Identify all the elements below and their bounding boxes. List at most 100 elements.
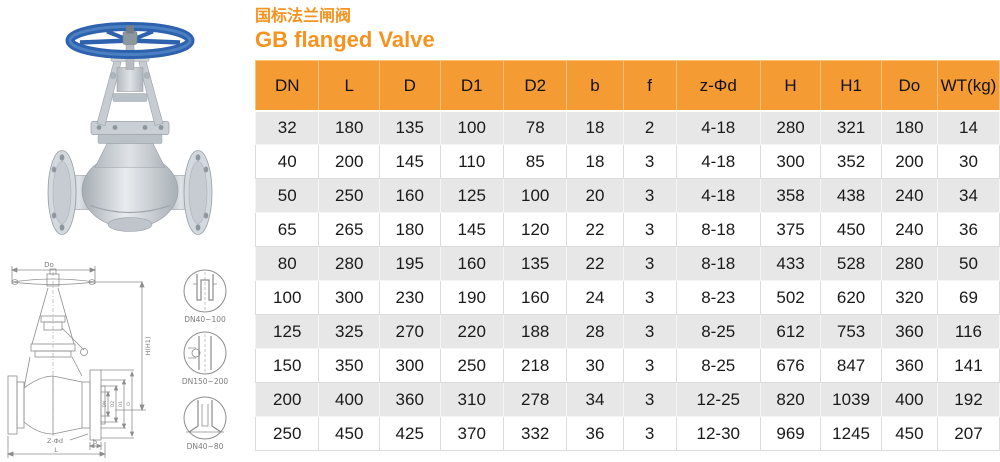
spec-table-body: 32 180 135 100 78 18 2 4-18 280 321 180 14 40 200 145 1…: [254, 110, 1000, 452]
table-cell: 320: [880, 280, 938, 316]
table-cell: 34: [936, 178, 1000, 214]
detail-label-2: DN150~200: [182, 377, 229, 386]
dim-label-l: L: [54, 446, 58, 454]
table-cell: 3: [622, 348, 677, 384]
valve-photo: [25, 4, 235, 252]
table-cell: 969: [759, 416, 822, 452]
table-cell: 135: [378, 110, 441, 146]
gate-valve-photo-graphic: [47, 22, 213, 235]
column-header: DN: [254, 60, 320, 112]
table-cell: 12-25: [675, 382, 761, 418]
table-cell: 250: [439, 348, 504, 384]
table-cell: 200: [318, 144, 380, 180]
table-cell: 135: [502, 246, 568, 282]
table-cell: 14: [936, 110, 1000, 146]
table-cell: 22: [566, 212, 624, 248]
table-cell: 425: [378, 416, 441, 452]
table-cell: 50: [936, 246, 1000, 282]
spec-table: DN L D D1 D2 b f z-Φd H H1 Do WT(kg) 32 180 135 100 78 1…: [254, 60, 1000, 452]
table-cell: 220: [439, 314, 504, 350]
valve-neck: [94, 143, 166, 168]
table-row: 250 450 425 370 332 36 3 12-30 969 1245 450 207: [254, 416, 1000, 452]
dim-label-h: H(H1): [144, 337, 152, 356]
table-cell: 300: [759, 144, 822, 180]
bonnet-flange: [90, 121, 170, 144]
table-cell: 120: [502, 212, 568, 248]
table-cell: 502: [759, 280, 822, 316]
table-cell: 1245: [820, 416, 882, 452]
table-cell: 4-18: [675, 178, 761, 214]
table-cell: 85: [502, 144, 568, 180]
table-cell: 230: [378, 280, 441, 316]
dim-label-do: Do: [44, 261, 54, 269]
detail-label-3: DN40~80: [187, 442, 224, 451]
table-cell: 180: [318, 110, 380, 146]
table-row: 50 250 160 125 100 20 3 4-18 358 438 240 34: [254, 178, 1000, 214]
table-cell: 280: [880, 246, 938, 282]
table-row: 125 325 270 220 188 28 3 8-25 612 753 360 116: [254, 314, 1000, 350]
column-header: D: [378, 60, 441, 112]
table-row: 100 300 230 190 160 24 3 8-23 502 620 320 69: [254, 280, 1000, 316]
table-cell: 2: [622, 110, 677, 146]
product-title-english: GB flanged Valve: [255, 27, 435, 52]
table-cell: 820: [759, 382, 822, 418]
table-cell: 3: [622, 280, 677, 316]
table-cell: 332: [502, 416, 568, 452]
table-row: 200 400 360 310 278 34 3 12-25 820 1039 400 192: [254, 382, 1000, 418]
table-cell: 450: [880, 416, 938, 452]
table-cell: 150: [254, 348, 320, 384]
table-cell: 36: [936, 212, 1000, 248]
table-cell: 160: [502, 280, 568, 316]
table-cell: 3: [622, 314, 677, 350]
dimension-drawing-graphic: Do H(H1) DN D2 D1 D Z-Φd b L DN40~100 DN…: [6, 261, 229, 458]
table-cell: 3: [622, 246, 677, 282]
table-cell: 278: [502, 382, 568, 418]
table-cell: 620: [820, 280, 882, 316]
table-cell: 4-18: [675, 144, 761, 180]
table-cell: 30: [566, 348, 624, 384]
table-cell: 8-25: [675, 348, 761, 384]
table-cell: 1039: [820, 382, 882, 418]
table-cell: 240: [880, 212, 938, 248]
table-cell: 34: [566, 382, 624, 418]
dim-label-d2: D2: [110, 401, 116, 407]
table-cell: 188: [502, 314, 568, 350]
table-cell: 450: [318, 416, 380, 452]
table-row: 80 280 195 160 135 22 3 8-18 433 528 280 50: [254, 246, 1000, 282]
table-cell: 30: [936, 144, 1000, 180]
table-cell: 450: [820, 212, 882, 248]
table-cell: 192: [936, 382, 1000, 418]
table-cell: 8-18: [675, 246, 761, 282]
table-cell: 250: [318, 178, 380, 214]
table-row: 150 350 300 250 218 30 3 8-25 676 847 360 141: [254, 348, 1000, 384]
table-cell: 847: [820, 348, 882, 384]
column-header: Do: [880, 60, 938, 112]
column-header: z-Φd: [675, 60, 761, 112]
table-cell: 180: [378, 212, 441, 248]
table-cell: 218: [502, 348, 568, 384]
table-cell: 300: [318, 280, 380, 316]
table-row: 40 200 145 110 85 18 3 4-18 300 352 200 30: [254, 144, 1000, 180]
column-header: D1: [439, 60, 504, 112]
table-cell: 3: [622, 178, 677, 214]
table-cell: 676: [759, 348, 822, 384]
table-cell: 300: [378, 348, 441, 384]
table-cell: 180: [880, 110, 938, 146]
table-cell: 528: [820, 246, 882, 282]
column-header: f: [622, 60, 677, 112]
detail-label-1: DN40~100: [184, 315, 226, 324]
table-cell: 18: [566, 110, 624, 146]
product-title-chinese: 国标法兰闸阀: [255, 8, 352, 25]
table-cell: 321: [820, 110, 882, 146]
table-cell: 4-18: [675, 110, 761, 146]
dim-label-dn: DN: [102, 401, 108, 408]
table-cell: 250: [254, 416, 320, 452]
table-row: 65 265 180 145 120 22 3 8-18 375 450 240 36: [254, 212, 1000, 248]
table-cell: 50: [254, 178, 320, 214]
column-header: b: [566, 60, 624, 112]
yoke: [96, 51, 164, 126]
table-cell: 612: [759, 314, 822, 350]
table-cell: 280: [318, 246, 380, 282]
dim-label-d: D: [126, 402, 132, 406]
table-cell: 8-25: [675, 314, 761, 350]
